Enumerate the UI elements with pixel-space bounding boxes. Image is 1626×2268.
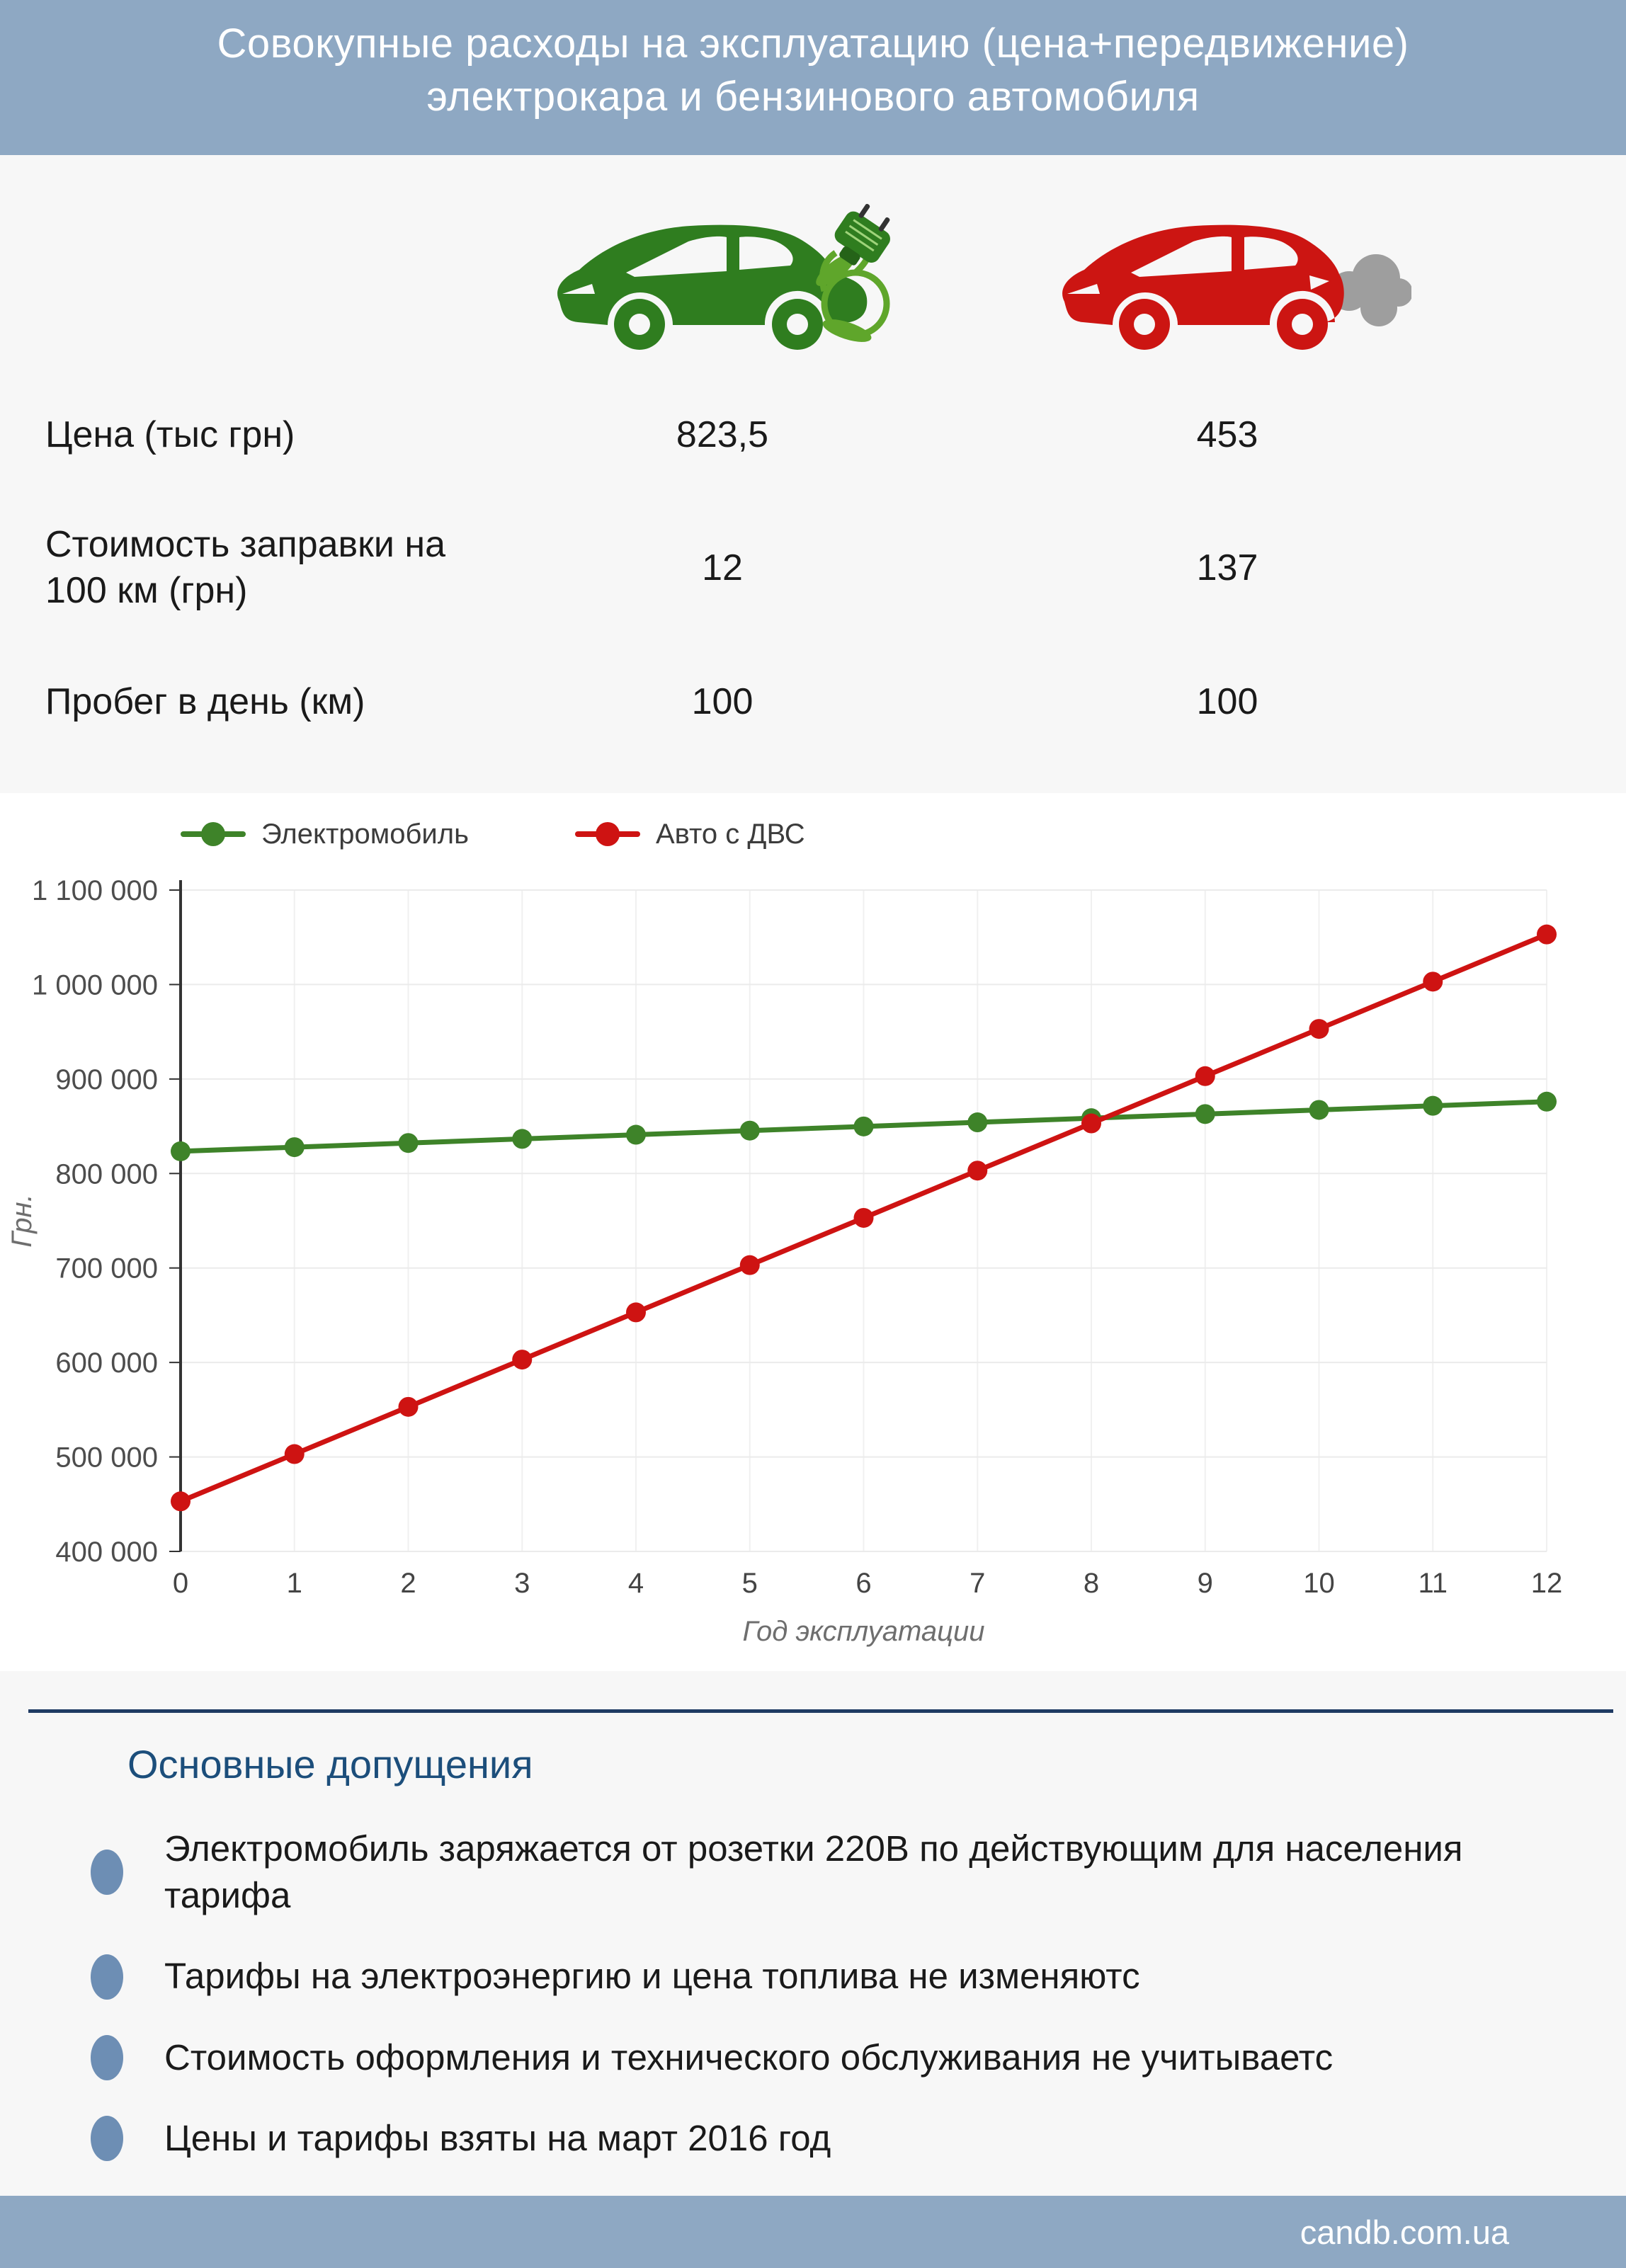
list-item: Цены и тарифы взяты на март 2016 год: [91, 2115, 1541, 2162]
svg-text:1 100 000: 1 100 000: [32, 875, 158, 906]
electric-value: 12: [702, 547, 743, 588]
bullet-icon: [91, 1954, 123, 2000]
chart-legend: Электромобиль Авто с ДВС: [181, 819, 1626, 850]
svg-text:700 000: 700 000: [55, 1253, 158, 1284]
list-item: Стоимость оформления и технического обсл…: [91, 2034, 1541, 2081]
svg-text:1: 1: [287, 1568, 302, 1599]
svg-text:2: 2: [400, 1568, 416, 1599]
section-divider: [28, 1709, 1613, 1713]
svg-text:1 000 000: 1 000 000: [32, 969, 158, 1001]
row-label: Цена (тыс грн): [45, 414, 295, 455]
svg-text:500 000: 500 000: [55, 1442, 158, 1473]
svg-text:400 000: 400 000: [55, 1537, 158, 1568]
assumptions-list: Электромобиль заряжается от розетки 220В…: [0, 1825, 1626, 2196]
bullet-icon: [91, 1850, 123, 1896]
svg-text:0: 0: [173, 1568, 188, 1599]
petrol-line-marker-icon: [574, 822, 640, 847]
page-title-line2: электрокара и бензинового автомобиля: [426, 74, 1200, 120]
petrol-car-cell: [949, 185, 1626, 372]
bullet-icon: [91, 2034, 123, 2080]
svg-text:900 000: 900 000: [55, 1064, 158, 1095]
electric-car-plug-icon: [538, 185, 906, 372]
bullet-icon: [91, 2116, 123, 2162]
assumption-text: Цены и тарифы взяты на март 2016 год: [164, 2117, 831, 2158]
row-label: Пробег в день (км): [45, 680, 365, 722]
page-title-line1: Совокупные расходы на эксплуатацию (цена…: [217, 21, 1409, 67]
cost-chart-card: Электромобиль Авто с ДВС 0 1 2 3 4 5 6 7 8 9 10 11 1…: [0, 792, 1626, 1671]
svg-text:8: 8: [1084, 1568, 1099, 1599]
svg-text:6: 6: [855, 1568, 871, 1599]
title-banner: Совокупные расходы на эксплуатацию (цена…: [0, 0, 1626, 155]
table-row: Цена (тыс грн) 823,5 453: [0, 412, 1626, 458]
svg-text:7: 7: [970, 1568, 985, 1599]
petrol-value: 100: [1196, 681, 1258, 723]
legend-item-electric: Электромобиль: [181, 819, 469, 850]
list-item: Тарифы на электроэнергию и цена топлива …: [91, 1953, 1541, 2000]
svg-text:Грн.: Грн.: [6, 1194, 38, 1247]
svg-text:Год эксплуатации: Год эксплуатации: [743, 1616, 985, 1647]
svg-text:9: 9: [1198, 1568, 1213, 1599]
svg-text:800 000: 800 000: [55, 1158, 158, 1190]
petrol-value: 453: [1196, 414, 1258, 456]
row-label: Стоимость заправки на 100 км (грн): [45, 523, 446, 611]
table-row: Пробег в день (км) 100 100: [0, 679, 1626, 725]
petrol-value: 137: [1196, 547, 1258, 588]
electric-value: 100: [691, 681, 754, 723]
legend-label: Авто с ДВС: [655, 818, 805, 850]
svg-text:10: 10: [1303, 1568, 1335, 1599]
footer-banner: candb.com.ua: [0, 2196, 1626, 2268]
electric-line-marker-icon: [181, 822, 246, 847]
comparison-table: Цена (тыс грн) 823,5 453 Стоимость запра…: [0, 372, 1626, 753]
svg-text:600 000: 600 000: [55, 1347, 158, 1379]
legend-item-petrol: Авто с ДВС: [574, 818, 805, 850]
svg-text:3: 3: [514, 1568, 530, 1599]
list-item: Электромобиль заряжается от розетки 220В…: [91, 1825, 1541, 1920]
svg-text:11: 11: [1418, 1568, 1448, 1599]
site-url: candb.com.ua: [1300, 2213, 1509, 2251]
assumption-text: Электромобиль заряжается от розетки 220В…: [164, 1828, 1463, 1916]
assumptions-heading: Основные допущения: [127, 1741, 533, 1787]
electric-car-cell: [496, 185, 949, 372]
svg-text:4: 4: [628, 1568, 644, 1599]
petrol-car-smoke-icon: [1043, 185, 1413, 372]
svg-text:12: 12: [1531, 1568, 1563, 1599]
car-icons-row: [0, 185, 1626, 372]
assumption-text: Стоимость оформления и технического обсл…: [164, 2036, 1334, 2078]
assumption-text: Тарифы на электроэнергию и цена топлива …: [164, 1956, 1140, 1997]
svg-text:5: 5: [742, 1568, 758, 1599]
table-row: Стоимость заправки на 100 км (грн) 12 13…: [0, 522, 1626, 614]
electric-value: 823,5: [676, 414, 769, 456]
legend-label: Электромобиль: [261, 818, 469, 850]
